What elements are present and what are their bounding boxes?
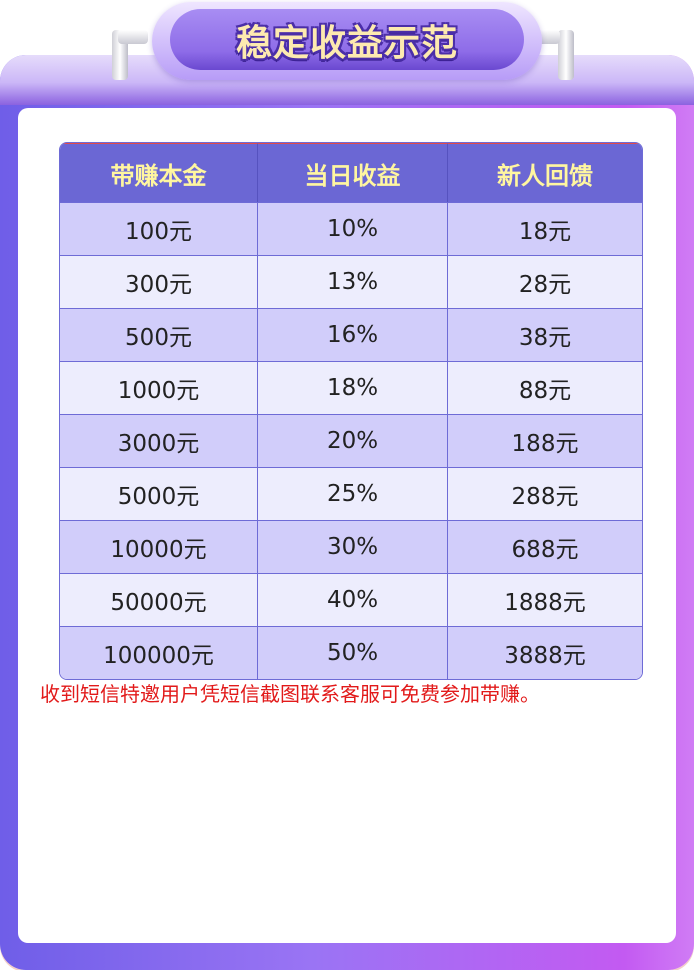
page-title: 稳定收益示范 <box>235 22 458 64</box>
bonus-cell: 88元 <box>448 361 642 414</box>
principal-cell: 100000元 <box>60 626 258 679</box>
header-new-user-bonus: 新人回馈 <box>448 143 642 202</box>
bonus-cell: 28元 <box>448 255 642 308</box>
table-row: 500元 16% 38元 <box>60 308 642 361</box>
header-principal: 带赚本金 <box>60 143 258 202</box>
daily-return-cell: 25% <box>258 467 448 520</box>
bonus-cell: 688元 <box>448 520 642 573</box>
pipe-joint-left <box>118 30 148 44</box>
table-row: 100元 10% 18元 <box>60 202 642 255</box>
bonus-cell: 18元 <box>448 202 642 255</box>
daily-return-cell: 40% <box>258 573 448 626</box>
title-banner-inner: 稳定收益示范 <box>170 9 524 70</box>
principal-cell: 500元 <box>60 308 258 361</box>
title-banner: 稳定收益示范 <box>152 2 542 80</box>
daily-return-cell: 20% <box>258 414 448 467</box>
principal-cell: 100元 <box>60 202 258 255</box>
bonus-cell: 1888元 <box>448 573 642 626</box>
table-row: 50000元 40% 1888元 <box>60 573 642 626</box>
bonus-cell: 288元 <box>448 467 642 520</box>
notice-text: 收到短信特邀用户凭短信截图联系客服可免费参加带赚。 <box>40 682 540 706</box>
daily-return-cell: 16% <box>258 308 448 361</box>
daily-return-cell: 10% <box>258 202 448 255</box>
principal-cell: 10000元 <box>60 520 258 573</box>
principal-cell: 50000元 <box>60 573 258 626</box>
table-row: 5000元 25% 288元 <box>60 467 642 520</box>
earnings-table: 带赚本金 当日收益 新人回馈 100元 10% 18元 300元 13% 28元 500元 1… <box>59 142 643 680</box>
principal-cell: 300元 <box>60 255 258 308</box>
bonus-cell: 38元 <box>448 308 642 361</box>
table-row: 10000元 30% 688元 <box>60 520 642 573</box>
table-row: 3000元 20% 188元 <box>60 414 642 467</box>
table-row: 1000元 18% 88元 <box>60 361 642 414</box>
principal-cell: 1000元 <box>60 361 258 414</box>
daily-return-cell: 50% <box>258 626 448 679</box>
daily-return-cell: 13% <box>258 255 448 308</box>
bonus-cell: 3888元 <box>448 626 642 679</box>
header-daily-return: 当日收益 <box>258 143 448 202</box>
bonus-cell: 188元 <box>448 414 642 467</box>
daily-return-cell: 30% <box>258 520 448 573</box>
table-row: 300元 13% 28元 <box>60 255 642 308</box>
principal-cell: 3000元 <box>60 414 258 467</box>
daily-return-cell: 18% <box>258 361 448 414</box>
principal-cell: 5000元 <box>60 467 258 520</box>
table-header-row: 带赚本金 当日收益 新人回馈 <box>60 143 642 202</box>
pipe-decoration-right <box>558 30 574 80</box>
table-row: 100000元 50% 3888元 <box>60 626 642 679</box>
